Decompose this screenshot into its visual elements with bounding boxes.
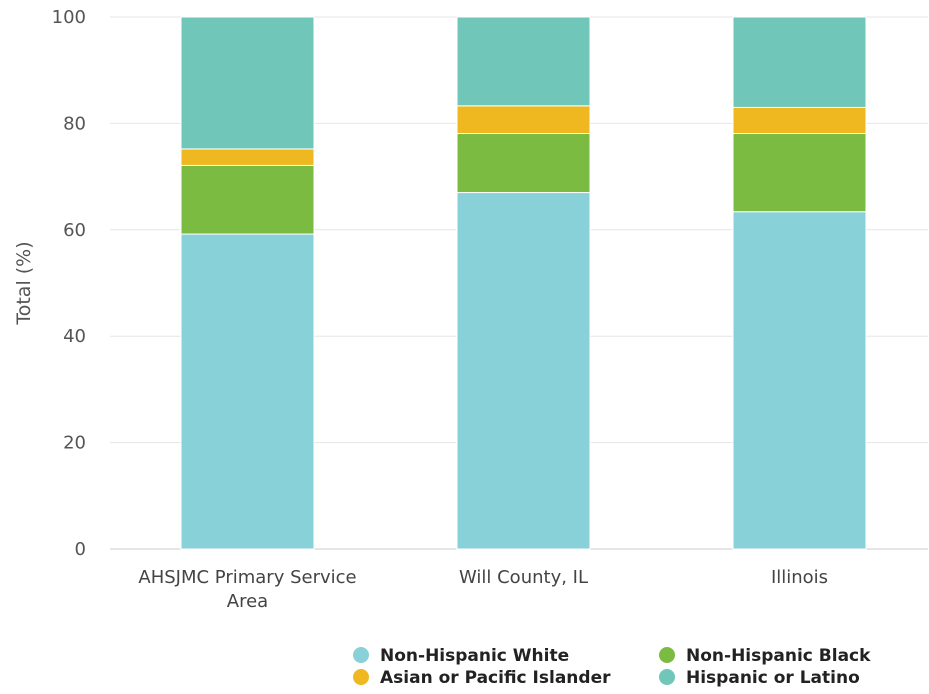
bar-segment[interactable] xyxy=(180,233,315,550)
x-axis-categories: AHSJMC Primary Service Area Will County, I… xyxy=(138,567,828,612)
y-tick-label: 60 xyxy=(63,220,86,241)
legend-label: Non-Hispanic White xyxy=(380,646,569,666)
x-category-label: AHSJMC Primary Service xyxy=(138,567,356,588)
x-category-label: Area xyxy=(227,591,268,612)
legend-item[interactable]: Non-Hispanic Black xyxy=(659,646,871,666)
legend-item[interactable]: Asian or Pacific Islander xyxy=(353,668,611,688)
x-category-label: Will County, IL xyxy=(459,567,588,588)
y-axis-ticks: 0 20 40 60 80 100 xyxy=(52,7,86,560)
bar-segment[interactable] xyxy=(456,133,591,194)
y-tick-label: 0 xyxy=(75,539,86,560)
x-category-label: Illinois xyxy=(771,567,828,588)
legend-swatch-icon xyxy=(353,647,369,663)
bar-segment[interactable] xyxy=(732,133,867,213)
y-axis-title: Total (%) xyxy=(13,241,35,325)
y-tick-label: 100 xyxy=(52,7,86,28)
bar-segment[interactable] xyxy=(180,164,315,235)
bar-segment[interactable] xyxy=(180,148,315,166)
y-tick-label: 80 xyxy=(63,113,86,134)
bar-segment[interactable] xyxy=(732,106,867,135)
bars xyxy=(180,16,867,550)
bar-segment[interactable] xyxy=(456,105,591,135)
legend-label: Asian or Pacific Islander xyxy=(380,668,611,688)
bar-segment[interactable] xyxy=(180,16,315,150)
legend-swatch-icon xyxy=(659,669,675,685)
y-tick-label: 40 xyxy=(63,326,86,347)
bar-segment[interactable] xyxy=(732,211,867,550)
bar-segment[interactable] xyxy=(732,16,867,108)
legend: Non-Hispanic White Non-Hispanic Black Asia… xyxy=(353,646,871,688)
legend-swatch-icon xyxy=(353,669,369,685)
legend-swatch-icon xyxy=(659,647,675,663)
bar-segment[interactable] xyxy=(456,192,591,550)
y-tick-label: 20 xyxy=(63,433,86,454)
legend-item[interactable]: Non-Hispanic White xyxy=(353,646,569,666)
bar-segment[interactable] xyxy=(456,16,591,107)
legend-label: Non-Hispanic Black xyxy=(686,646,871,666)
legend-item[interactable]: Hispanic or Latino xyxy=(659,668,860,688)
legend-label: Hispanic or Latino xyxy=(686,668,860,688)
